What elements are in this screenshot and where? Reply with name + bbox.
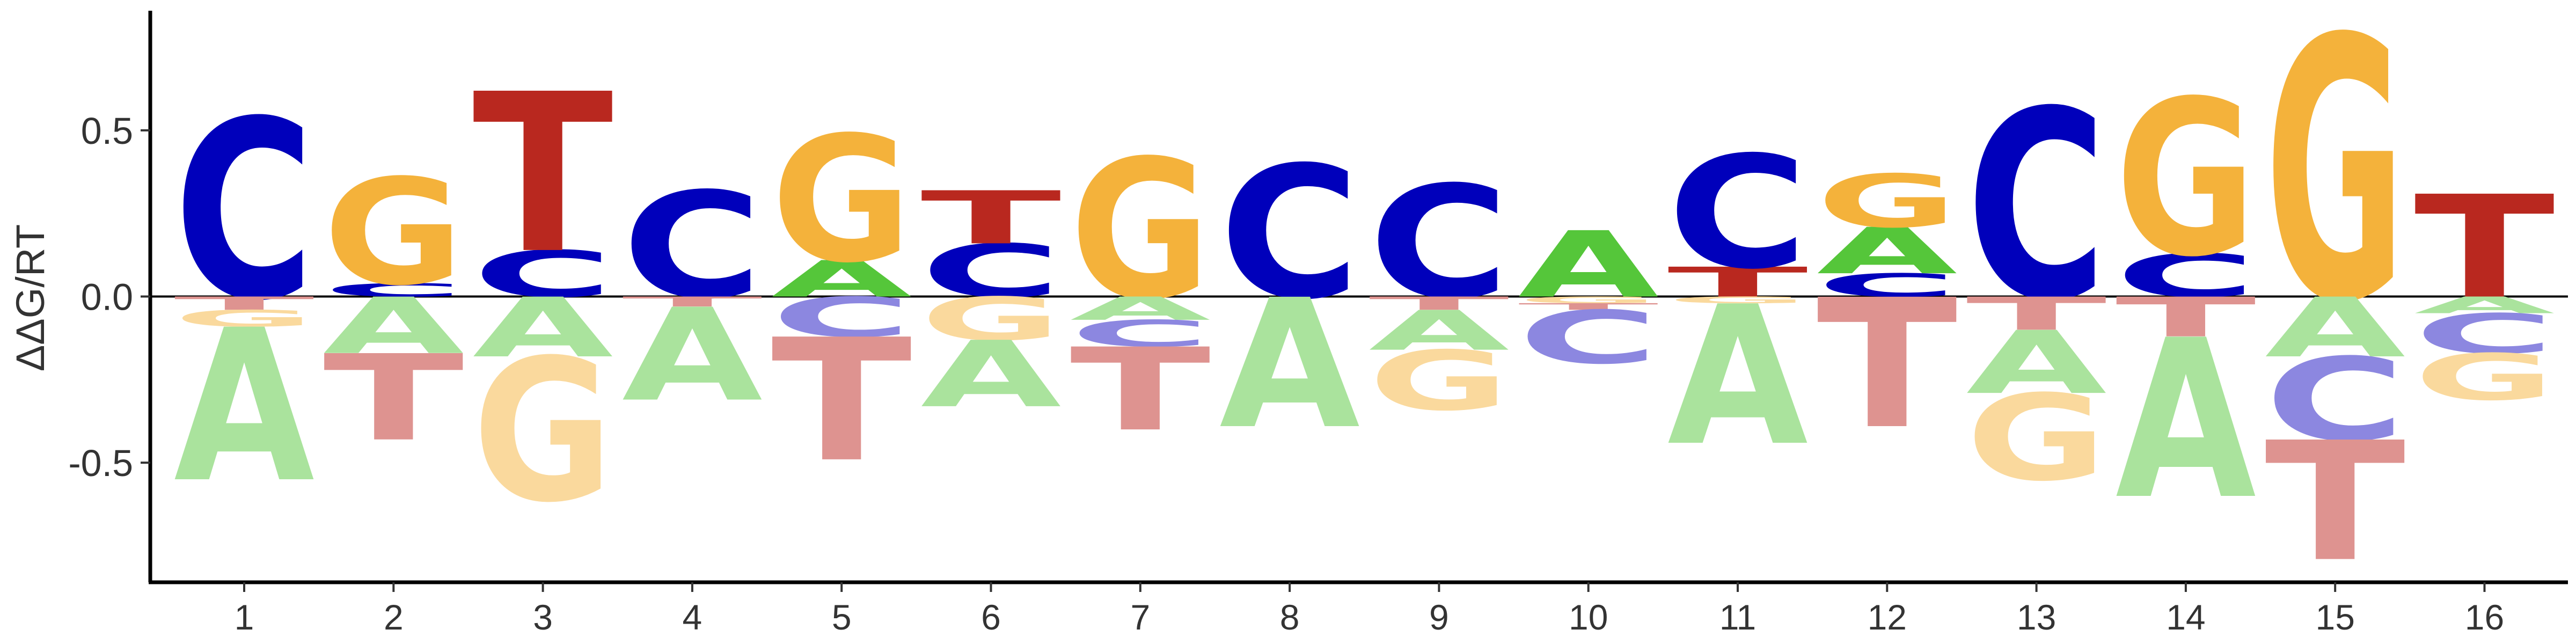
logo-letter-t: T (1966, 288, 2108, 341)
logo-letter-c: C (473, 237, 613, 311)
logo-letter-c: C (771, 286, 912, 349)
logo-letter-t: T (920, 176, 1062, 261)
x-tick-label: 6 (981, 597, 1001, 637)
logo-letter-t: T (174, 293, 316, 314)
logo-letter-a: A (1817, 214, 1957, 288)
logo-letter-c: C (2116, 242, 2256, 311)
logo-letter-a: A (1518, 212, 1660, 318)
logo-letter-t: T (622, 294, 764, 310)
logo-letter-t: T (1817, 261, 1958, 469)
logo-letter-t: T (323, 330, 465, 467)
logo-letter-c: C (2414, 302, 2555, 366)
x-tick-label: 8 (1280, 597, 1300, 637)
y-axis-title: ΔΔG/RT (8, 224, 53, 371)
logo-letter-c: C (1219, 128, 1360, 340)
logo-letter-g: G (1070, 119, 1211, 342)
logo-letter-a: A (1219, 261, 1361, 468)
logo-letter-g: G (2414, 340, 2555, 414)
x-tick-label: 12 (1868, 597, 1907, 637)
logo-letter-c: C (622, 162, 763, 331)
logo-letter-a: A (771, 250, 912, 309)
x-tick-label: 2 (384, 597, 404, 637)
logo-letter-g: G (1368, 333, 1509, 429)
logo-letter-c: C (323, 280, 464, 301)
logo-letter-g: G (323, 148, 464, 318)
logo-letter-t: T (1667, 259, 1809, 306)
logo-letter-c: C (1070, 313, 1211, 355)
logo-letter-a: A (174, 286, 316, 529)
logo-letter-g: G (771, 99, 912, 301)
logo-letter-t: T (2116, 286, 2257, 349)
x-tick-label: 1 (235, 597, 254, 637)
logo-letter-g: G (1966, 369, 2107, 507)
logo-letter-t: T (2414, 165, 2556, 330)
logo-letter-t: T (1368, 293, 1510, 314)
logo-letter-g: G (1667, 295, 1808, 305)
logo-letter-g: G (1518, 295, 1659, 305)
logo-letter-g: G (921, 285, 1062, 354)
logo-letter-t: T (771, 303, 913, 499)
logo-letter-g: G (2265, 0, 2405, 382)
logo-letter-t: T (473, 48, 614, 302)
logo-letter-a: A (2414, 292, 2555, 318)
logo-letter-g: G (1817, 159, 1957, 244)
logo-letter-a: A (323, 282, 465, 371)
logo-letter-t: T (2265, 407, 2406, 598)
x-tick-label: 4 (683, 597, 702, 637)
logo-letter-c: C (1518, 295, 1659, 380)
x-tick-label: 15 (2315, 597, 2354, 637)
logo-letter-c: C (1368, 153, 1509, 333)
logo-letter-g: G (2116, 55, 2256, 304)
y-tick-label: 0.5 (81, 110, 133, 152)
logo-letter-g: G (473, 318, 613, 546)
logo-letter-c: C (174, 69, 314, 355)
logo-letter-c: C (921, 229, 1062, 313)
x-tick-label: 10 (1569, 597, 1608, 637)
logo-letter-a: A (1667, 265, 1809, 488)
logo-letter-a: A (921, 322, 1063, 428)
y-tick-label: -0.5 (68, 442, 133, 484)
x-tick-label: 7 (1130, 597, 1150, 637)
logo-letter-a: A (1070, 290, 1211, 327)
logo-letter-a: A (2116, 294, 2257, 548)
x-tick-label: 14 (2166, 597, 2205, 637)
logo-letter-c: C (1817, 267, 1957, 304)
logo-letter-a: A (2265, 280, 2406, 376)
x-tick-label: 11 (1719, 597, 1757, 637)
logo-letter-c: C (1667, 123, 1808, 303)
tick-labels: -0.50.00.51 2 3 4 5 6 7 8 9 10 11 12 13 14 15 16 (68, 110, 2504, 637)
x-tick-label: 16 (2465, 597, 2504, 637)
x-tick-label: 13 (2017, 597, 2056, 637)
logo-letter-c: C (1966, 56, 2107, 358)
logo-letter-t: T (1518, 302, 1660, 312)
x-tick-label: 9 (1429, 597, 1449, 637)
y-tick-label: 0.0 (81, 276, 133, 318)
x-tick-label: 3 (533, 597, 553, 637)
logo-letter-c: C (2265, 334, 2405, 466)
logo-letter-a: A (1368, 299, 1509, 363)
x-tick-label: 5 (832, 597, 852, 637)
logo-letter-a: A (473, 280, 614, 376)
logo-letter-t: T (1070, 324, 1212, 457)
logo-letter-a: A (1966, 313, 2108, 414)
logo-letter-g: G (174, 305, 314, 332)
logo-letter-a: A (622, 281, 764, 429)
